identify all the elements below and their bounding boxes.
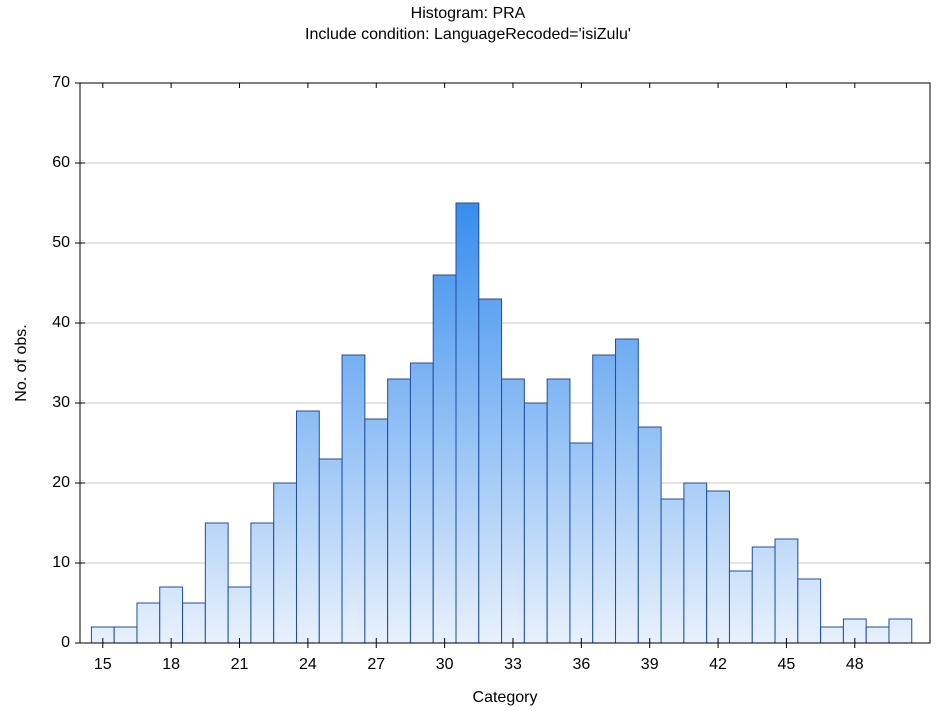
x-tick-label: 15 [94,656,112,673]
y-tick-label: 70 [52,74,70,91]
x-tick-label: 18 [162,656,180,673]
x-tick-label: 39 [641,656,659,673]
bar [341,354,366,644]
x-tick-label: 27 [367,656,385,673]
bar [865,626,890,644]
bar [820,626,844,644]
bar [728,570,753,644]
y-tick-label: 10 [52,554,70,571]
y-tick-label: 60 [52,154,70,171]
x-tick-label: 48 [846,656,864,673]
bar [432,274,457,644]
bar [182,602,206,644]
y-tick-label: 30 [52,394,70,411]
bar [637,426,662,644]
bar [455,202,480,644]
bar [797,578,822,644]
bar [774,538,799,644]
bar [318,458,343,644]
bar [273,482,297,644]
bar [660,498,685,644]
chart-title: Histogram: PRA [411,5,526,22]
plot-border [79,82,931,644]
x-tick-label: 30 [436,656,454,673]
bar [113,626,138,644]
bar [592,354,617,644]
bar [364,418,389,644]
bar [546,378,571,644]
bar [683,482,708,644]
bar [295,410,320,644]
y-axis-label: No. of obs. [13,324,30,401]
bar [751,546,776,644]
bar [569,442,594,644]
bar [523,402,548,644]
x-tick-label: 36 [572,656,590,673]
x-tick-label: 24 [299,656,317,673]
bar [478,298,503,644]
bar [136,602,161,644]
chart-subtitle: Include condition: LanguageRecoded='isiZ… [305,26,631,43]
bar [888,618,913,644]
bar [615,338,639,644]
bar [501,378,525,644]
y-tick-label: 0 [61,634,70,651]
bar [204,522,229,644]
bar [387,378,411,644]
y-tick-label: 40 [52,314,70,331]
bar [227,586,252,644]
x-tick-label: 21 [231,656,249,673]
x-tick-label: 42 [709,656,727,673]
bar [409,362,434,644]
x-tick-label: 45 [778,656,796,673]
y-tick-label: 20 [52,474,70,491]
x-tick-label: 33 [504,656,522,673]
y-tick-label: 50 [52,234,70,251]
x-axis-label: Category [473,689,538,706]
bar [706,490,730,644]
bar [250,522,275,644]
bar [159,586,184,644]
